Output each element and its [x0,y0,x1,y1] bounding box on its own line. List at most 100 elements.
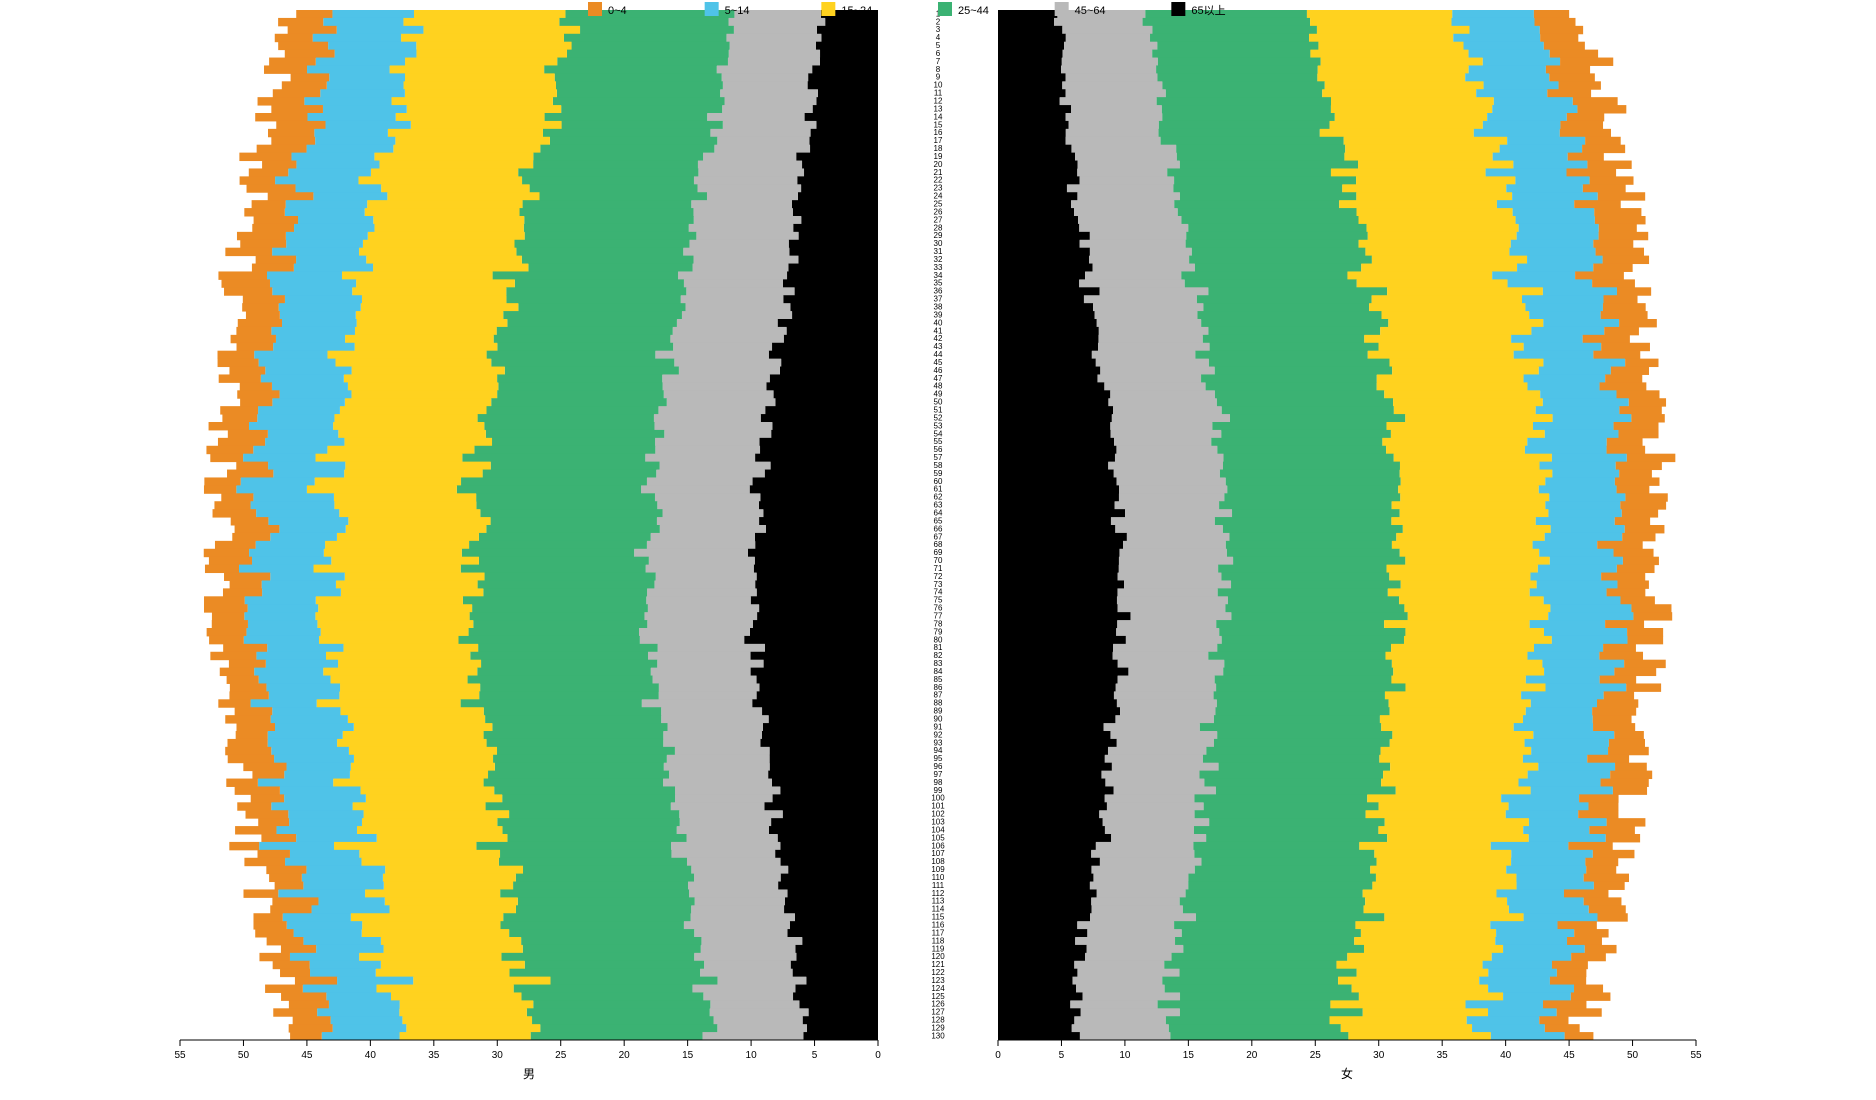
bar-segment [291,153,374,161]
bar-segment [307,65,390,73]
bar-segment [998,660,1118,668]
bar-segment [316,596,463,604]
bar-segment [356,311,503,319]
bar-segment [998,462,1108,470]
bar-segment [1357,208,1513,216]
bar-segment [1392,731,1533,739]
bar-segment [1210,343,1379,351]
bar-segment [1607,588,1646,596]
bar-segment [998,541,1123,549]
bar-segment [1601,573,1645,581]
bar-segment [1594,882,1625,890]
bar-segment [334,414,477,422]
bar-segment [237,343,274,351]
bar-segment [1214,691,1385,699]
bar-segment [790,303,878,311]
bar-segment [1583,335,1630,343]
bar-segment [267,644,343,652]
bar-segment [1524,343,1602,351]
bar-segment [1512,192,1598,200]
bar-segment [1511,335,1583,343]
bar-segment [1180,897,1365,905]
bar-segment [1483,121,1561,129]
bar-segment [1110,422,1212,430]
bar-segment [1601,343,1650,351]
bar-segment [998,501,1115,509]
bar-segment [521,992,703,1000]
bar-segment [1104,723,1200,731]
bar-segment [1077,168,1167,176]
bar-segment [1318,42,1463,50]
bar-segment [310,961,381,969]
bar-segment [210,652,256,660]
bar-segment [229,660,266,668]
bar-segment [377,834,508,842]
bar-segment [683,248,789,256]
bar-segment [506,287,686,295]
bar-segment [1550,604,1631,612]
bar-segment [677,826,769,834]
bar-segment [244,208,284,216]
bar-segment [362,929,509,937]
bar-segment [1078,216,1181,224]
bar-segment [675,794,772,802]
bar-segment [224,573,270,581]
bar-segment [679,367,780,375]
bar-segment [717,977,806,985]
bar-segment [1618,430,1658,438]
bar-segment [687,834,778,842]
bar-segment [1356,192,1512,200]
x-tick-label: 15 [682,1050,694,1061]
bar-segment [487,739,664,747]
bar-segment [483,588,647,596]
bar-segment [1603,303,1646,311]
bar-segment [1533,541,1598,549]
bar-segment [1222,406,1394,414]
bar-segment [373,216,524,224]
bar-segment [998,929,1087,937]
bar-segment [280,969,310,977]
bar-segment [218,359,259,367]
bar-segment [1539,1016,1568,1024]
bar-segment [1517,264,1593,272]
legend-label: 15~24 [841,5,872,17]
bar-segment [241,477,315,485]
bar-segment [246,628,320,636]
bar-segment [313,34,401,42]
bar-segment [1325,81,1484,89]
bar-segment [246,810,289,818]
bar-segment [1331,97,1494,105]
bar-segment [998,343,1098,351]
bar-segment [663,779,772,787]
bar-segment [1090,232,1186,240]
bar-segment [1600,382,1647,390]
bar-segment [1469,26,1539,34]
bar-segment [341,588,483,596]
bar-segment [352,287,506,295]
bar-segment [1220,470,1400,478]
bar-segment [787,271,878,279]
bar-segment [668,723,763,731]
bar-segment [1156,65,1318,73]
bar-segment [348,517,490,525]
bar-segment [1400,549,1540,557]
bar-segment [204,485,236,493]
bar-segment [219,374,261,382]
bar-segment [514,985,693,993]
bar-segment [478,414,654,422]
bar-segment [1204,802,1379,810]
bar-segment [314,129,388,137]
bar-segment [1377,858,1512,866]
bar-segment [272,248,359,256]
bar-segment [998,406,1113,414]
bar-segment [656,470,764,478]
bar-segment [266,660,338,668]
bar-segment [1231,612,1407,620]
bar-segment [253,921,286,929]
bar-segment [1348,1032,1490,1040]
bar-segment [215,541,256,549]
bar-segment [1539,485,1617,493]
bar-segment [1376,874,1516,882]
bar-segment [1221,430,1391,438]
bar-segment [1577,105,1626,113]
